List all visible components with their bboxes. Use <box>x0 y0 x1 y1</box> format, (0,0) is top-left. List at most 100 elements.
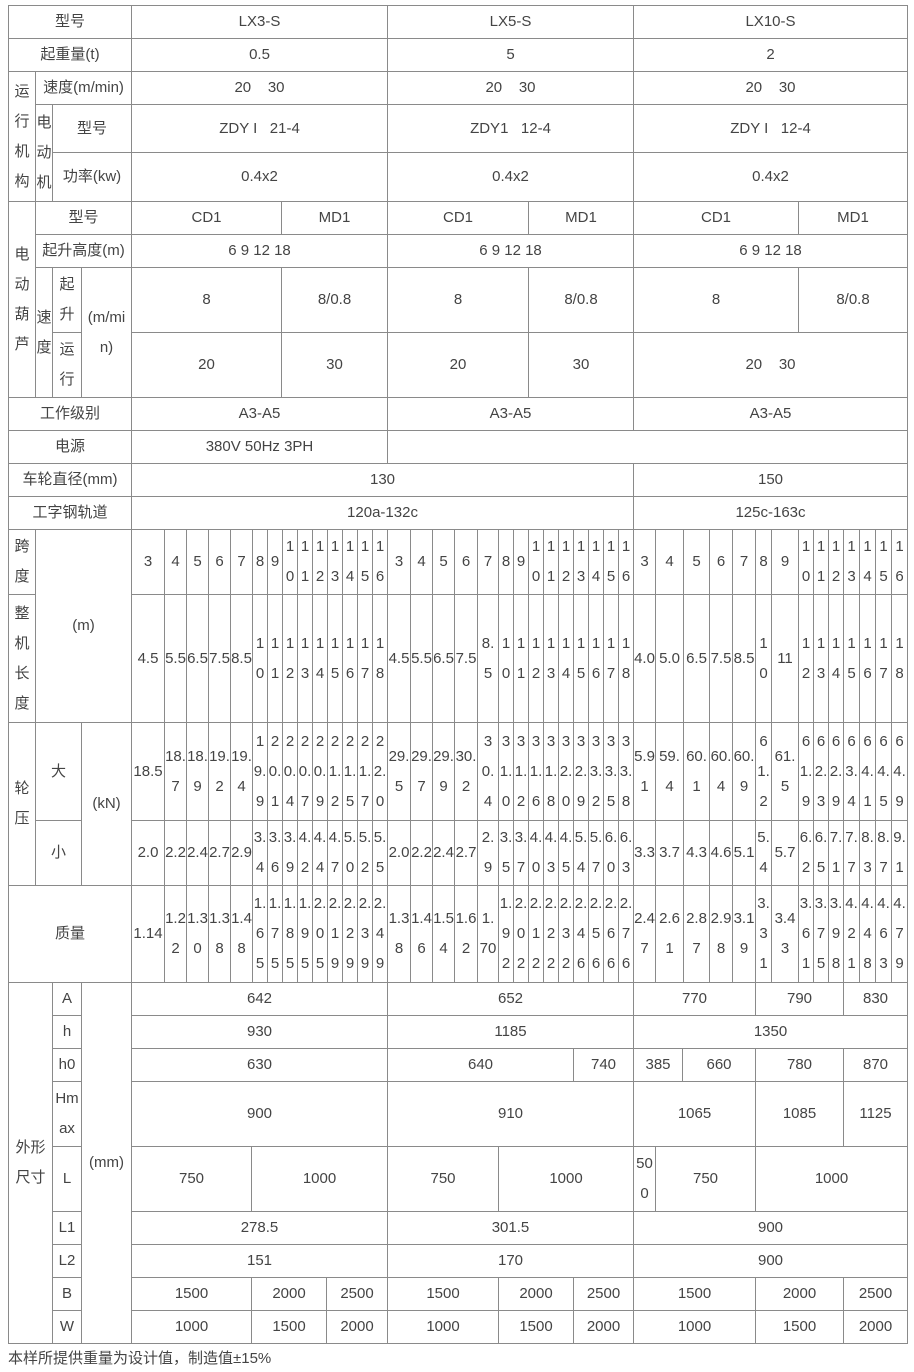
mass-value: 2.46 <box>573 885 589 983</box>
travel-speed-value: 20 30 <box>131 71 388 105</box>
length-value: 10 <box>755 594 772 723</box>
span-value: 8 <box>755 529 772 595</box>
mass-value: 2.66 <box>603 885 619 983</box>
span-value: 9 <box>771 529 799 595</box>
length-value: 17 <box>603 594 619 723</box>
length-value: 15 <box>327 594 343 723</box>
duty-value: A3-A5 <box>131 397 388 431</box>
length-value: 7.5 <box>709 594 733 723</box>
dims-row-label: W <box>52 1310 82 1344</box>
length-value: 15 <box>843 594 860 723</box>
dims-value: 640 <box>387 1048 574 1082</box>
wheel-load-small-value: 2.9 <box>477 820 499 886</box>
power-supply-label: 电源 <box>8 430 132 464</box>
wheel-load-small-value: 5.4 <box>755 820 772 886</box>
span-value: 7 <box>732 529 756 595</box>
wheel-load-big-value: 19.4 <box>230 722 253 821</box>
lift-speed-value: 8 <box>131 267 282 333</box>
span-value: 4 <box>164 529 187 595</box>
mass-value: 1.85 <box>282 885 298 983</box>
length-value: 15 <box>573 594 589 723</box>
mass-value: 3.61 <box>798 885 814 983</box>
wheel-load-big-value: 31.6 <box>528 722 544 821</box>
wheel-load-big-value: 60.4 <box>709 722 733 821</box>
wheel-load-big-value: 31.2 <box>513 722 529 821</box>
dims-value: 1000 <box>755 1146 908 1212</box>
mass-value: 1.62 <box>454 885 478 983</box>
wheel-load-big-value: 29.7 <box>410 722 433 821</box>
run-speed-value: 30 <box>281 332 388 398</box>
dims-value: 900 <box>633 1211 908 1245</box>
dims-value: 1185 <box>387 1015 634 1049</box>
hoist-model-value: CD1 <box>131 201 282 235</box>
motor-power-value: 0.4x2 <box>387 152 634 202</box>
dims-value: 2000 <box>326 1310 388 1344</box>
mass-value: 1.48 <box>230 885 253 983</box>
length-value: 14 <box>828 594 844 723</box>
length-value: 16 <box>588 594 604 723</box>
run-speed-value: 30 <box>528 332 634 398</box>
mass-value: 1.22 <box>164 885 187 983</box>
length-value: 11 <box>513 594 529 723</box>
wheel-load-big-value: 21.7 <box>357 722 373 821</box>
dims-row-label: L1 <box>52 1211 82 1245</box>
wheel-load-small-value: 4.3 <box>543 820 559 886</box>
mass-value: 2.98 <box>709 885 733 983</box>
span-value: 14 <box>342 529 358 595</box>
span-value: 13 <box>327 529 343 595</box>
dims-value: 1000 <box>387 1310 499 1344</box>
span-value: 15 <box>875 529 892 595</box>
span-value: 16 <box>618 529 634 595</box>
model-label: 型号 <box>8 5 132 39</box>
dims-value: 750 <box>131 1146 252 1212</box>
length-value: 5.5 <box>410 594 433 723</box>
mass-value: 2.47 <box>633 885 656 983</box>
mass-value: 2.22 <box>543 885 559 983</box>
wheel-load-big-value: 18.7 <box>164 722 187 821</box>
length-value: 13 <box>543 594 559 723</box>
dims-value: 2000 <box>843 1310 908 1344</box>
length-value: 13 <box>813 594 829 723</box>
length-value: 10 <box>498 594 514 723</box>
length-value: 16 <box>859 594 876 723</box>
run-speed-value: 20 30 <box>633 332 908 398</box>
length-value: 8.5 <box>477 594 499 723</box>
wheel-load-small-value: 3.4 <box>252 820 268 886</box>
dims-value: 910 <box>387 1081 634 1147</box>
length-value: 6.5 <box>683 594 710 723</box>
wheel-diameter-value: 150 <box>633 463 908 497</box>
length-value: 14 <box>312 594 328 723</box>
length-value: 12 <box>282 594 298 723</box>
motor-power-value: 0.4x2 <box>633 152 908 202</box>
wheel-load-big-label: 大 <box>35 722 82 821</box>
length-value: 13 <box>297 594 313 723</box>
motor-model-value: ZDY1 12-4 <box>387 104 634 153</box>
wheel-load-big-value: 33.8 <box>618 722 634 821</box>
mass-value: 1.92 <box>498 885 514 983</box>
wheel-load-big-value: 22.0 <box>372 722 388 821</box>
mass-value: 2.56 <box>588 885 604 983</box>
wheel-load-small-value: 6.0 <box>603 820 619 886</box>
span-label: 跨度 <box>8 529 36 595</box>
dims-row-label: A <box>52 982 82 1016</box>
wheel-load-big-value: 61.2 <box>755 722 772 821</box>
span-value: 6 <box>454 529 478 595</box>
dims-value: 170 <box>387 1244 634 1278</box>
span-value: 14 <box>859 529 876 595</box>
mass-value: 2.29 <box>342 885 358 983</box>
span-value: 7 <box>477 529 499 595</box>
wheel-load-big-value: 18.5 <box>131 722 165 821</box>
length-value: 11 <box>771 594 799 723</box>
wheel-load-big-value: 20.4 <box>282 722 298 821</box>
span-value: 3 <box>131 529 165 595</box>
wheel-load-big-value: 29.5 <box>387 722 411 821</box>
dims-value: 2000 <box>251 1277 327 1311</box>
wheel-load-small-value: 3.9 <box>282 820 298 886</box>
length-value: 5.0 <box>655 594 684 723</box>
span-value: 12 <box>828 529 844 595</box>
mass-value: 1.70 <box>477 885 499 983</box>
hoist-model-label: 型号 <box>35 201 132 235</box>
motor-power-label: 功率(kw) <box>52 152 132 202</box>
dims-value: 900 <box>131 1081 388 1147</box>
wheel-load-small-value: 4.7 <box>327 820 343 886</box>
